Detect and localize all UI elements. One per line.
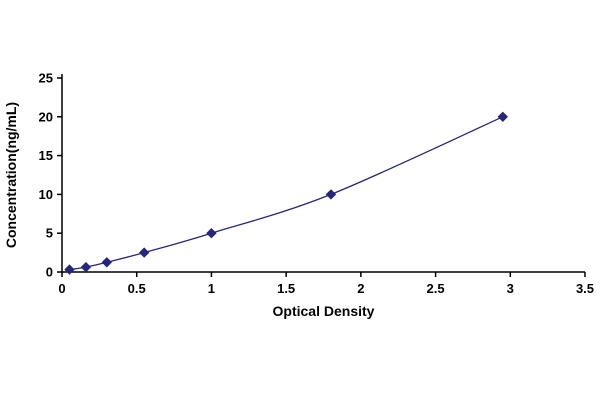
x-tick-label: 1	[208, 281, 215, 296]
curve-path	[69, 116, 504, 271]
data-point-marker	[101, 257, 113, 268]
y-tick-label: 0	[46, 265, 53, 280]
data-point-marker	[80, 261, 92, 273]
y-tick-label: 15	[39, 148, 53, 163]
y-tick-label: 5	[46, 226, 53, 241]
x-tick-label: 0.5	[128, 281, 146, 296]
x-tick-label: 0	[58, 281, 65, 296]
data-point-marker	[325, 189, 337, 200]
data-point-marker	[138, 247, 150, 258]
x-tick-label: 2.5	[427, 281, 445, 296]
data-point-marker	[206, 227, 217, 239]
y-axis-title: Concentration(ng/mL)	[3, 102, 19, 248]
data-point-marker	[64, 264, 75, 275]
x-tick-label: 3.5	[576, 281, 594, 296]
y-tick-label: 20	[39, 109, 53, 124]
x-axis-title: Optical Density	[273, 303, 375, 319]
x-tick-label: 3	[507, 281, 514, 296]
x-tick-label: 2	[357, 281, 364, 296]
x-tick-label: 1.5	[277, 281, 295, 296]
y-tick-label: 25	[39, 71, 53, 86]
y-tick-label: 10	[39, 187, 53, 202]
data-point-marker	[497, 111, 509, 123]
